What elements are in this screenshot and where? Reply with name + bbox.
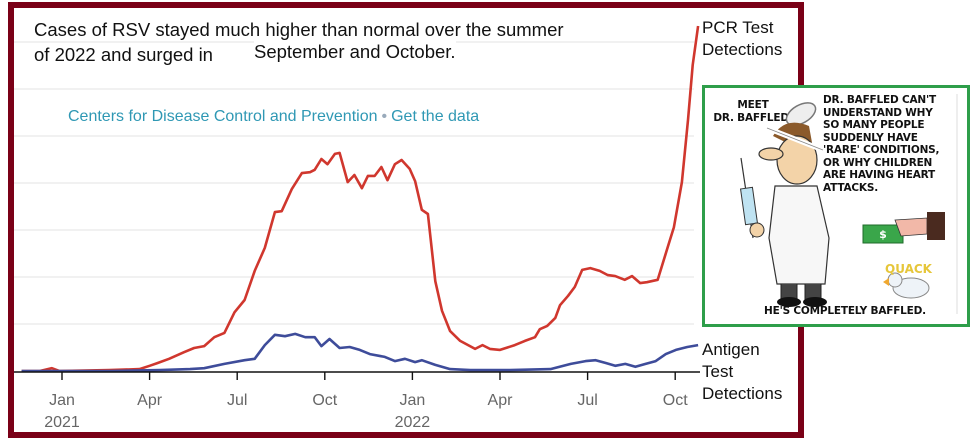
cartoon-caption-line: SUDDENLY HAVE [823,131,918,144]
cartoon-caption-line: ARE HAVING HEART [823,169,935,181]
source-line: Centers for Disease Control and Preventi… [66,108,482,126]
cartoon-caption-line: UNDERSTAND WHY [823,106,933,119]
head-mirror-icon [785,102,817,126]
cartoon-caption-line: 'RARE' CONDITIONS, [823,144,940,156]
chart-title-line-1: Cases of RSV stayed much higher than nor… [34,19,564,41]
lab-coat [768,185,830,285]
chart-title-line-2a: of 2022 and surged in [34,44,213,66]
cartoon-meet-line-1: MEET [737,99,769,111]
pcr-series-line [21,25,700,373]
cartoon-caption-line: ATTACKS. [823,181,878,194]
legend-pcr-line-2: Detections [702,40,783,59]
x-tick-label: Apr [488,392,514,409]
cartoon-caption: DR. BAFFLED CAN'T UNDERSTAND WHY SO MANY… [823,94,955,194]
cartoon-meet-text: MEET DR. BAFFLED. [713,99,793,124]
doctor-illustration: $ [739,94,958,314]
chart-title-line-2b: September and October. [254,41,456,63]
get-the-data-link[interactable]: Get the data [391,108,480,125]
quack-text: QUACK [885,262,932,276]
x-tick-year-label: 2021 [44,414,80,431]
source-org-link[interactable]: Centers for Disease Control and Preventi… [68,108,378,125]
cartoon-caption-line: SO MANY PEOPLE [823,119,925,131]
cartoon-meet-line-2: DR. BAFFLED. [713,111,793,124]
x-tick-label: Jan [49,392,75,409]
doctor-nose [758,147,784,161]
x-tick-label: Jan [400,392,426,409]
money-symbol: $ [879,228,887,241]
gridlines [14,41,694,325]
dr-baffled-cartoon: MEET DR. BAFFLED. DR. BAFFLED CAN'T UNDE… [702,85,970,327]
x-tick-label: Apr [137,392,163,409]
x-tick-label: Oct [663,392,688,409]
x-tick-label: Jul [577,392,597,409]
source-separator: • [381,108,388,125]
x-tick-label: Jul [227,392,247,409]
cartoon-caption-line: DR. BAFFLED CAN'T [823,94,936,106]
cartoon-footer: HE'S COMPLETELY BAFFLED. [764,305,926,317]
legend-antigen-line-3: Detections [702,384,783,403]
series-lines [21,25,700,373]
cartoon-caption-line: OR WHY CHILDREN [823,156,933,169]
antigen-series-line [21,332,699,373]
legend-antigen-label: Antigen Test Detections [702,339,782,405]
legend-pcr-line-1: PCR Test [702,18,774,37]
x-tick-year-label: 2022 [395,414,431,431]
x-axis: Jan 2021 Apr Jul Oct Jan 2022 Apr Jul Oct [14,371,700,431]
legend-pcr-label: PCR Test Detections [702,17,782,61]
x-tick-label: Oct [312,392,337,409]
legend-antigen-line-2: Test [702,362,734,381]
duck-icon [892,277,930,299]
legend-antigen-line-1: Antigen [702,340,760,359]
doctor-head [776,135,818,185]
